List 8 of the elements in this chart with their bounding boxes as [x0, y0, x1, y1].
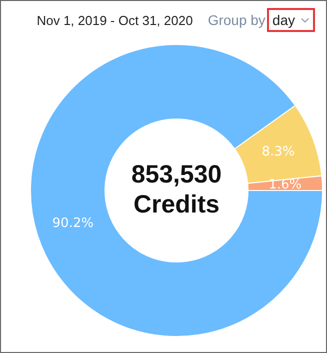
data-label: 1.6%: [268, 177, 302, 192]
highlight-box: day: [267, 8, 315, 32]
chart-subtitle: Nov 1, 2019 - Oct 31, 2020: [36, 12, 193, 28]
data-label: 8.3%: [262, 144, 295, 160]
text: Credits: [133, 190, 220, 218]
text: 853,530: [131, 160, 222, 188]
text: Group by: [208, 12, 266, 28]
data-label: 90.2%: [52, 216, 94, 232]
